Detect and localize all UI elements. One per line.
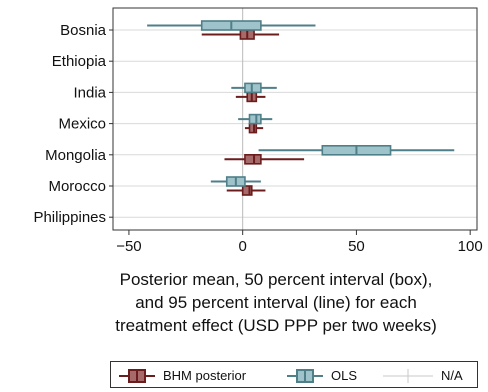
category-label-ethiopia: Ethiopia <box>52 53 107 70</box>
legend-label-na: N/A <box>441 368 463 383</box>
interval-50-box-bhm-morocco <box>241 185 253 196</box>
category-label-mexico: Mexico <box>58 116 106 133</box>
legend-swatch-na <box>383 368 433 383</box>
interval-50-box-ols-mexico <box>248 113 262 125</box>
series-bhm <box>201 29 305 196</box>
x-axis-label-line-3: treatment effect (USD PPP per two weeks) <box>115 316 437 335</box>
category-label-mongolia: Mongolia <box>45 147 107 164</box>
legend: BHM posterior OLS N/A <box>110 361 478 388</box>
interval-50-box-ols-india <box>244 82 262 94</box>
legend-label-ols: OLS <box>331 368 358 383</box>
forest-plot: Bosnia Ethiopia India Mexico Mongolia Morocco… <box>33 7 483 255</box>
category-label-bosnia: Bosnia <box>60 22 107 39</box>
series-marks <box>147 20 455 196</box>
legend-item-ols: OLS <box>285 362 357 389</box>
category-labels: Bosnia Ethiopia India Mexico Mongolia Morocco… <box>33 22 113 226</box>
x-tick-label-0: −50 <box>116 238 141 255</box>
x-axis-label-line-1: Posterior mean, 50 percent interval (box… <box>119 270 433 289</box>
legend-swatch-ols <box>287 368 323 383</box>
x-axis-ticks: −50 0 50 100 <box>116 230 483 255</box>
x-tick-label-1: 0 <box>239 238 247 255</box>
x-tick-label-2: 50 <box>348 238 365 255</box>
category-label-philippines: Philippines <box>33 209 106 226</box>
interval-50-box-bhm-mongolia <box>244 154 262 165</box>
legend-item-bhm: BHM posterior <box>117 362 246 389</box>
x-axis-label: Posterior mean, 50 percent interval (box… <box>66 268 486 337</box>
category-label-india: India <box>73 84 106 101</box>
x-tick-label-3: 100 <box>458 238 483 255</box>
interval-50-box-bhm-mexico <box>248 122 258 134</box>
series-ols <box>147 20 455 187</box>
category-label-morocco: Morocco <box>48 178 106 195</box>
legend-label-bhm: BHM posterior <box>163 368 247 383</box>
legend-item-na: N/A <box>381 362 463 389</box>
legend-swatch-bhm <box>119 368 155 383</box>
plot-frame <box>112 7 478 231</box>
gridlines <box>113 29 477 218</box>
x-axis-label-line-2: and 95 percent interval (line) for each <box>135 293 417 312</box>
